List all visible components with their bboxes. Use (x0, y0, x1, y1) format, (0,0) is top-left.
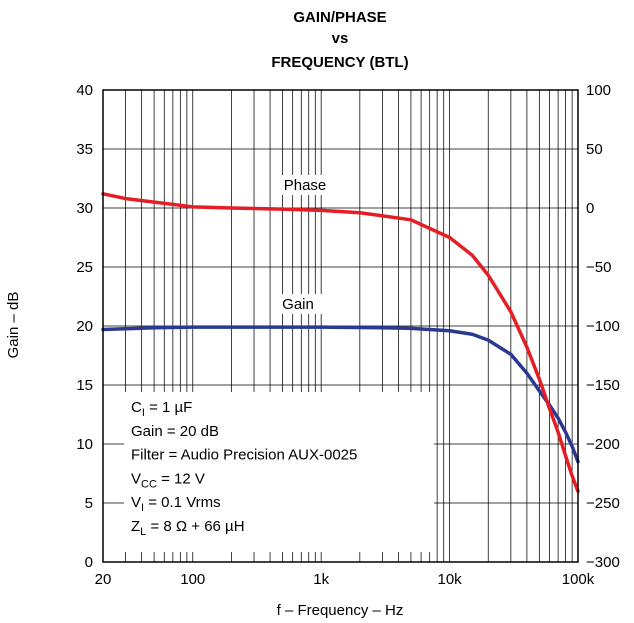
condition-text: Z (131, 518, 140, 535)
y2-tick-label: 0 (586, 200, 594, 217)
condition-text: Filter = Audio Precision AUX-0025 (131, 447, 357, 464)
y-tick-label: 10 (76, 436, 93, 453)
y-tick-label: 5 (85, 495, 93, 512)
condition-line-6: ZL = 8 Ω + 66 µH (131, 518, 245, 538)
y-tick-label: 25 (76, 259, 93, 276)
condition-subscript: I (141, 502, 144, 514)
y-tick-label: 30 (76, 200, 93, 217)
condition-text: V (131, 470, 141, 487)
y-axis-ticks: 0 5 10 15 20 25 30 35 40 (76, 82, 93, 571)
y-axis-label: Gain – dB (5, 292, 22, 359)
y2-tick-label: −250 (586, 495, 620, 512)
condition-line-5: VI = 0.1 Vrms (131, 494, 221, 514)
condition-text: Gain = 20 dB (131, 423, 219, 440)
y-tick-label: 15 (76, 377, 93, 394)
condition-line-3: Filter = Audio Precision AUX-0025 (131, 447, 357, 464)
condition-subscript: L (140, 526, 146, 538)
series-label-phase: Phase (284, 177, 327, 194)
x-tick-label: 100 (180, 571, 205, 588)
y2-tick-label: −200 (586, 436, 620, 453)
y-tick-label: 35 (76, 141, 93, 158)
condition-text: C (131, 399, 142, 416)
condition-subscript: CC (141, 478, 157, 490)
y2-tick-label: −150 (586, 377, 620, 394)
series-label-bg (278, 175, 332, 195)
condition-subscript: I (142, 407, 145, 419)
y2-tick-label: 100 (586, 82, 611, 99)
y2-tick-label: −100 (586, 318, 620, 335)
x-tick-label: 1k (313, 571, 329, 588)
x-axis-ticks: 20 100 1k 10k 100k (95, 571, 595, 588)
y2-tick-label: −50 (586, 259, 611, 276)
series-label-bg (271, 294, 325, 314)
y2-axis-ticks: −300 −250 −200 −150 −100 −50 0 50 100 (586, 82, 620, 571)
chart-title-line-3: FREQUENCY (BTL) (271, 54, 408, 71)
y-tick-label: 20 (76, 318, 93, 335)
series-label-gain: Gain (282, 296, 314, 313)
x-axis-label: f – Frequency – Hz (277, 602, 404, 619)
series-lines (101, 192, 580, 493)
condition-text: = 12 V (157, 470, 205, 487)
chart-title-line-1: GAIN/PHASE (293, 9, 386, 26)
series-labels: Phase Gain (271, 175, 332, 314)
x-tick-label: 100k (562, 571, 595, 588)
chart-title: GAIN/PHASE vs FREQUENCY (BTL) (271, 9, 408, 71)
conditions-box (124, 392, 434, 552)
plot-frame (102, 89, 579, 563)
series-line-gain (101, 325, 580, 464)
y2-tick-label: −300 (586, 554, 620, 571)
y2-tick-label: 50 (586, 141, 603, 158)
condition-text: = 1 µF (145, 399, 192, 416)
condition-text: = 8 Ω + 66 µH (146, 518, 244, 535)
series-line-phase (101, 192, 580, 493)
x-tick-label: 10k (437, 571, 462, 588)
chart-title-line-2: vs (332, 30, 349, 47)
y-tick-label: 40 (76, 82, 93, 99)
condition-text: V (131, 494, 141, 511)
condition-text: = 0.1 Vrms (144, 494, 221, 511)
y-tick-label: 0 (85, 554, 93, 571)
x-tick-label: 20 (95, 571, 112, 588)
condition-line-4: VCC = 12 V (131, 470, 205, 490)
condition-line-2: Gain = 20 dB (131, 423, 219, 440)
condition-line-1: CI = 1 µF (131, 399, 192, 419)
